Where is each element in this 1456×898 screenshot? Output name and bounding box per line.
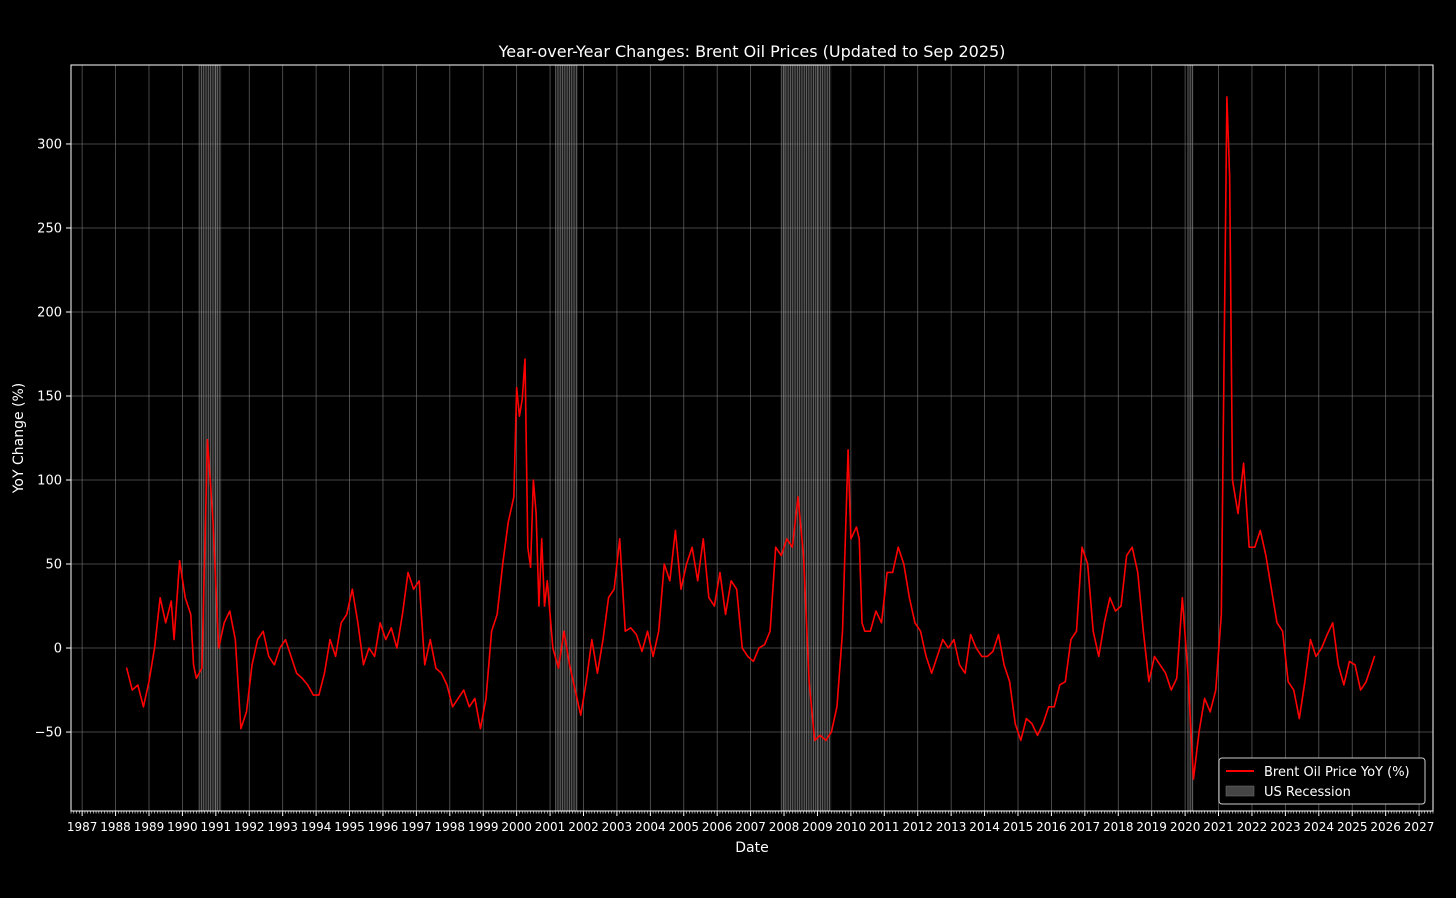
x-tick-label: 2006 bbox=[702, 820, 733, 834]
x-tick-label: 2007 bbox=[735, 820, 766, 834]
x-tick-label: 2015 bbox=[1003, 820, 1034, 834]
x-tick-label: 2019 bbox=[1136, 820, 1167, 834]
x-tick-label: 2008 bbox=[769, 820, 800, 834]
legend-label-recession: US Recession bbox=[1264, 785, 1351, 800]
x-tick-label: 2011 bbox=[869, 820, 900, 834]
x-tick-label: 2025 bbox=[1337, 820, 1368, 834]
y-tick-label: 0 bbox=[54, 642, 62, 657]
x-tick-label: 2009 bbox=[802, 820, 833, 834]
y-axis-label: YoY Change (%) bbox=[11, 383, 27, 495]
x-tick-label: 2026 bbox=[1370, 820, 1401, 834]
x-tick-label: 2002 bbox=[568, 820, 599, 834]
legend-box bbox=[1218, 757, 1426, 805]
y-tick-label: 300 bbox=[37, 137, 62, 152]
x-tick-label: 1996 bbox=[368, 820, 399, 834]
chart-title: Year-over-Year Changes: Brent Oil Prices… bbox=[498, 42, 1006, 61]
x-axis-ticks: 1987 1988 1989 1990 1991 1992 1993 1994 1995 1996… bbox=[67, 811, 1434, 834]
x-tick-label: 2014 bbox=[969, 820, 1000, 834]
y-tick-label: 250 bbox=[37, 221, 62, 236]
x-tick-label: 2005 bbox=[668, 820, 699, 834]
x-tick-label: 1993 bbox=[267, 820, 298, 834]
x-axis-label: Date bbox=[735, 840, 768, 856]
x-tick-label: 1989 bbox=[134, 820, 165, 834]
grid-lines bbox=[71, 65, 1433, 811]
legend: Brent Oil Price YoY (%) US Recession bbox=[1218, 757, 1426, 805]
x-tick-label: 2013 bbox=[936, 820, 967, 834]
x-tick-label: 1999 bbox=[468, 820, 499, 834]
legend-swatch-recession bbox=[1225, 785, 1255, 797]
y-tick-label: 200 bbox=[37, 305, 62, 320]
x-tick-label: 1988 bbox=[100, 820, 131, 834]
x-tick-label: 1994 bbox=[301, 820, 332, 834]
y-tick-label: 50 bbox=[45, 558, 62, 573]
x-tick-label: 2010 bbox=[836, 820, 867, 834]
x-tick-label: 1990 bbox=[167, 820, 198, 834]
x-tick-label: 1991 bbox=[201, 820, 232, 834]
x-tick-label: 2017 bbox=[1070, 820, 1101, 834]
series-layer bbox=[125, 96, 1376, 780]
x-tick-label: 1995 bbox=[334, 820, 365, 834]
x-tick-label: 1997 bbox=[401, 820, 432, 834]
x-tick-label: 2018 bbox=[1103, 820, 1134, 834]
x-tick-label: 2003 bbox=[602, 820, 633, 834]
x-tick-label: 2001 bbox=[535, 820, 566, 834]
legend-label-brent: Brent Oil Price YoY (%) bbox=[1264, 765, 1410, 780]
y-axis-ticks: −50 0 50 100 150 200 250 300 bbox=[35, 137, 71, 741]
x-tick-label: 2027 bbox=[1404, 820, 1435, 834]
x-tick-label: 1987 bbox=[67, 820, 98, 834]
x-tick-label: 2021 bbox=[1203, 820, 1234, 834]
x-tick-label: 2016 bbox=[1036, 820, 1067, 834]
x-tick-label: 2000 bbox=[501, 820, 532, 834]
x-tick-label: 1998 bbox=[435, 820, 466, 834]
x-tick-label: 2020 bbox=[1170, 820, 1201, 834]
x-tick-label: 2022 bbox=[1237, 820, 1268, 834]
x-tick-label: 2004 bbox=[635, 820, 666, 834]
x-tick-label: 1992 bbox=[234, 820, 265, 834]
x-tick-label: 2024 bbox=[1304, 820, 1335, 834]
y-tick-label: −50 bbox=[35, 726, 62, 741]
recession-band bbox=[1187, 65, 1194, 811]
y-tick-label: 150 bbox=[37, 389, 62, 404]
y-tick-label: 100 bbox=[37, 474, 62, 489]
plot-frame bbox=[70, 64, 1434, 812]
series-line-brent-oil-yoy bbox=[125, 96, 1376, 780]
x-tick-label: 2012 bbox=[902, 820, 933, 834]
x-tick-label: 2023 bbox=[1270, 820, 1301, 834]
x-minor-ticks bbox=[70, 811, 1434, 814]
